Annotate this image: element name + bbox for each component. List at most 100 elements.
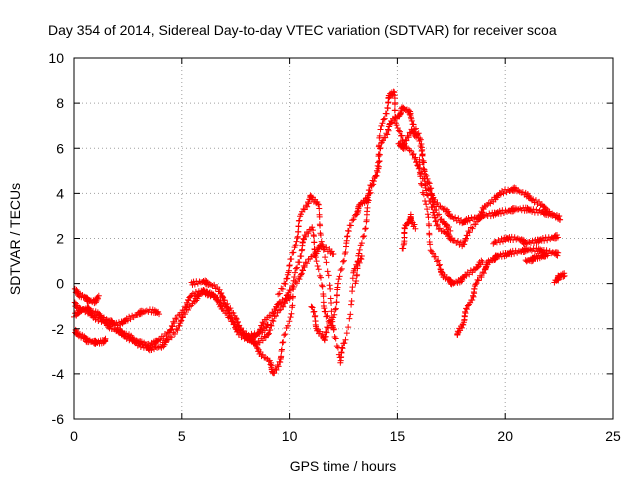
- data-point: [363, 217, 370, 224]
- data-point: [354, 265, 361, 272]
- data-point: [286, 318, 293, 325]
- data-point: [434, 258, 440, 265]
- x-tick-label: 10: [282, 428, 298, 444]
- data-point: [185, 297, 192, 304]
- data-point: [426, 222, 433, 229]
- data-point: [460, 321, 467, 328]
- series-sat-i: [308, 104, 454, 344]
- data-point: [365, 197, 372, 204]
- data-point: [368, 182, 375, 189]
- data-point: [297, 272, 304, 279]
- data-point: [298, 270, 305, 277]
- data-point: [418, 148, 425, 155]
- data-point: [458, 324, 465, 331]
- data-point: [420, 191, 427, 198]
- data-point: [298, 271, 305, 278]
- data-point: [292, 265, 299, 272]
- data-point: [269, 309, 276, 316]
- data-point: [170, 318, 177, 325]
- data-point: [221, 297, 228, 304]
- data-point: [314, 262, 321, 269]
- data-point: [271, 370, 278, 377]
- data-point: [173, 316, 180, 323]
- data-point: [222, 301, 229, 308]
- data-point: [320, 293, 327, 300]
- data-point: [291, 269, 298, 276]
- data-point: [255, 330, 262, 337]
- data-point: [230, 309, 237, 316]
- data-point: [439, 204, 446, 211]
- data-point: [529, 208, 536, 215]
- data-point: [362, 225, 369, 232]
- data-point: [323, 328, 330, 335]
- data-point: [347, 311, 354, 318]
- data-point: [294, 235, 301, 242]
- data-point: [541, 237, 548, 244]
- data-point: [345, 324, 352, 331]
- data-point: [173, 325, 180, 332]
- data-point: [464, 232, 471, 239]
- data-point: [176, 322, 183, 329]
- data-point: [398, 132, 405, 139]
- data-point: [275, 291, 282, 298]
- data-point: [446, 223, 453, 230]
- data-point: [282, 300, 289, 307]
- data-point: [232, 314, 239, 321]
- data-point: [378, 122, 385, 129]
- data-point: [312, 254, 319, 261]
- data-point: [337, 267, 344, 274]
- y-tick-label: 8: [56, 95, 64, 111]
- data-point: [410, 151, 417, 158]
- data-point: [80, 305, 87, 312]
- data-point: [556, 216, 563, 223]
- data-point: [179, 314, 186, 321]
- data-point: [385, 126, 392, 133]
- data-point: [301, 264, 308, 271]
- data-point: [373, 167, 380, 174]
- data-point: [305, 200, 312, 207]
- data-point: [361, 232, 368, 239]
- data-point: [328, 308, 335, 315]
- data-point: [95, 292, 102, 299]
- data-point: [336, 273, 343, 280]
- data-point: [376, 151, 383, 158]
- data-point: [331, 333, 338, 340]
- data-point: [418, 180, 425, 187]
- data-point: [426, 231, 433, 238]
- data-point: [433, 217, 440, 224]
- data-point: [343, 330, 350, 337]
- data-point: [530, 196, 537, 203]
- y-tick-label: -2: [52, 321, 65, 337]
- data-point: [338, 265, 345, 272]
- data-point: [463, 235, 470, 242]
- data-point: [384, 105, 391, 112]
- data-point: [462, 310, 469, 317]
- data-point: [243, 330, 250, 337]
- data-point: [376, 132, 383, 139]
- data-point: [324, 268, 331, 275]
- data-point: [469, 215, 476, 222]
- data-point: [360, 233, 367, 240]
- data-point: [115, 319, 122, 326]
- data-point: [422, 171, 429, 178]
- x-tick-label: 15: [390, 428, 406, 444]
- data-point: [425, 186, 432, 193]
- data-point: [269, 317, 276, 324]
- data-point: [272, 365, 279, 372]
- data-point: [427, 241, 434, 248]
- data-point: [296, 276, 303, 283]
- data-point: [504, 208, 511, 215]
- data-point: [332, 306, 339, 313]
- data-point: [342, 336, 349, 343]
- data-point: [325, 324, 332, 331]
- data-point: [497, 191, 504, 198]
- data-point: [237, 326, 244, 333]
- data-point: [392, 114, 399, 121]
- data-point: [472, 281, 479, 288]
- data-point: [191, 281, 198, 288]
- data-point: [148, 346, 155, 353]
- data-point: [302, 259, 309, 266]
- data-point: [93, 314, 100, 321]
- data-point: [305, 230, 312, 237]
- data-point: [515, 187, 522, 194]
